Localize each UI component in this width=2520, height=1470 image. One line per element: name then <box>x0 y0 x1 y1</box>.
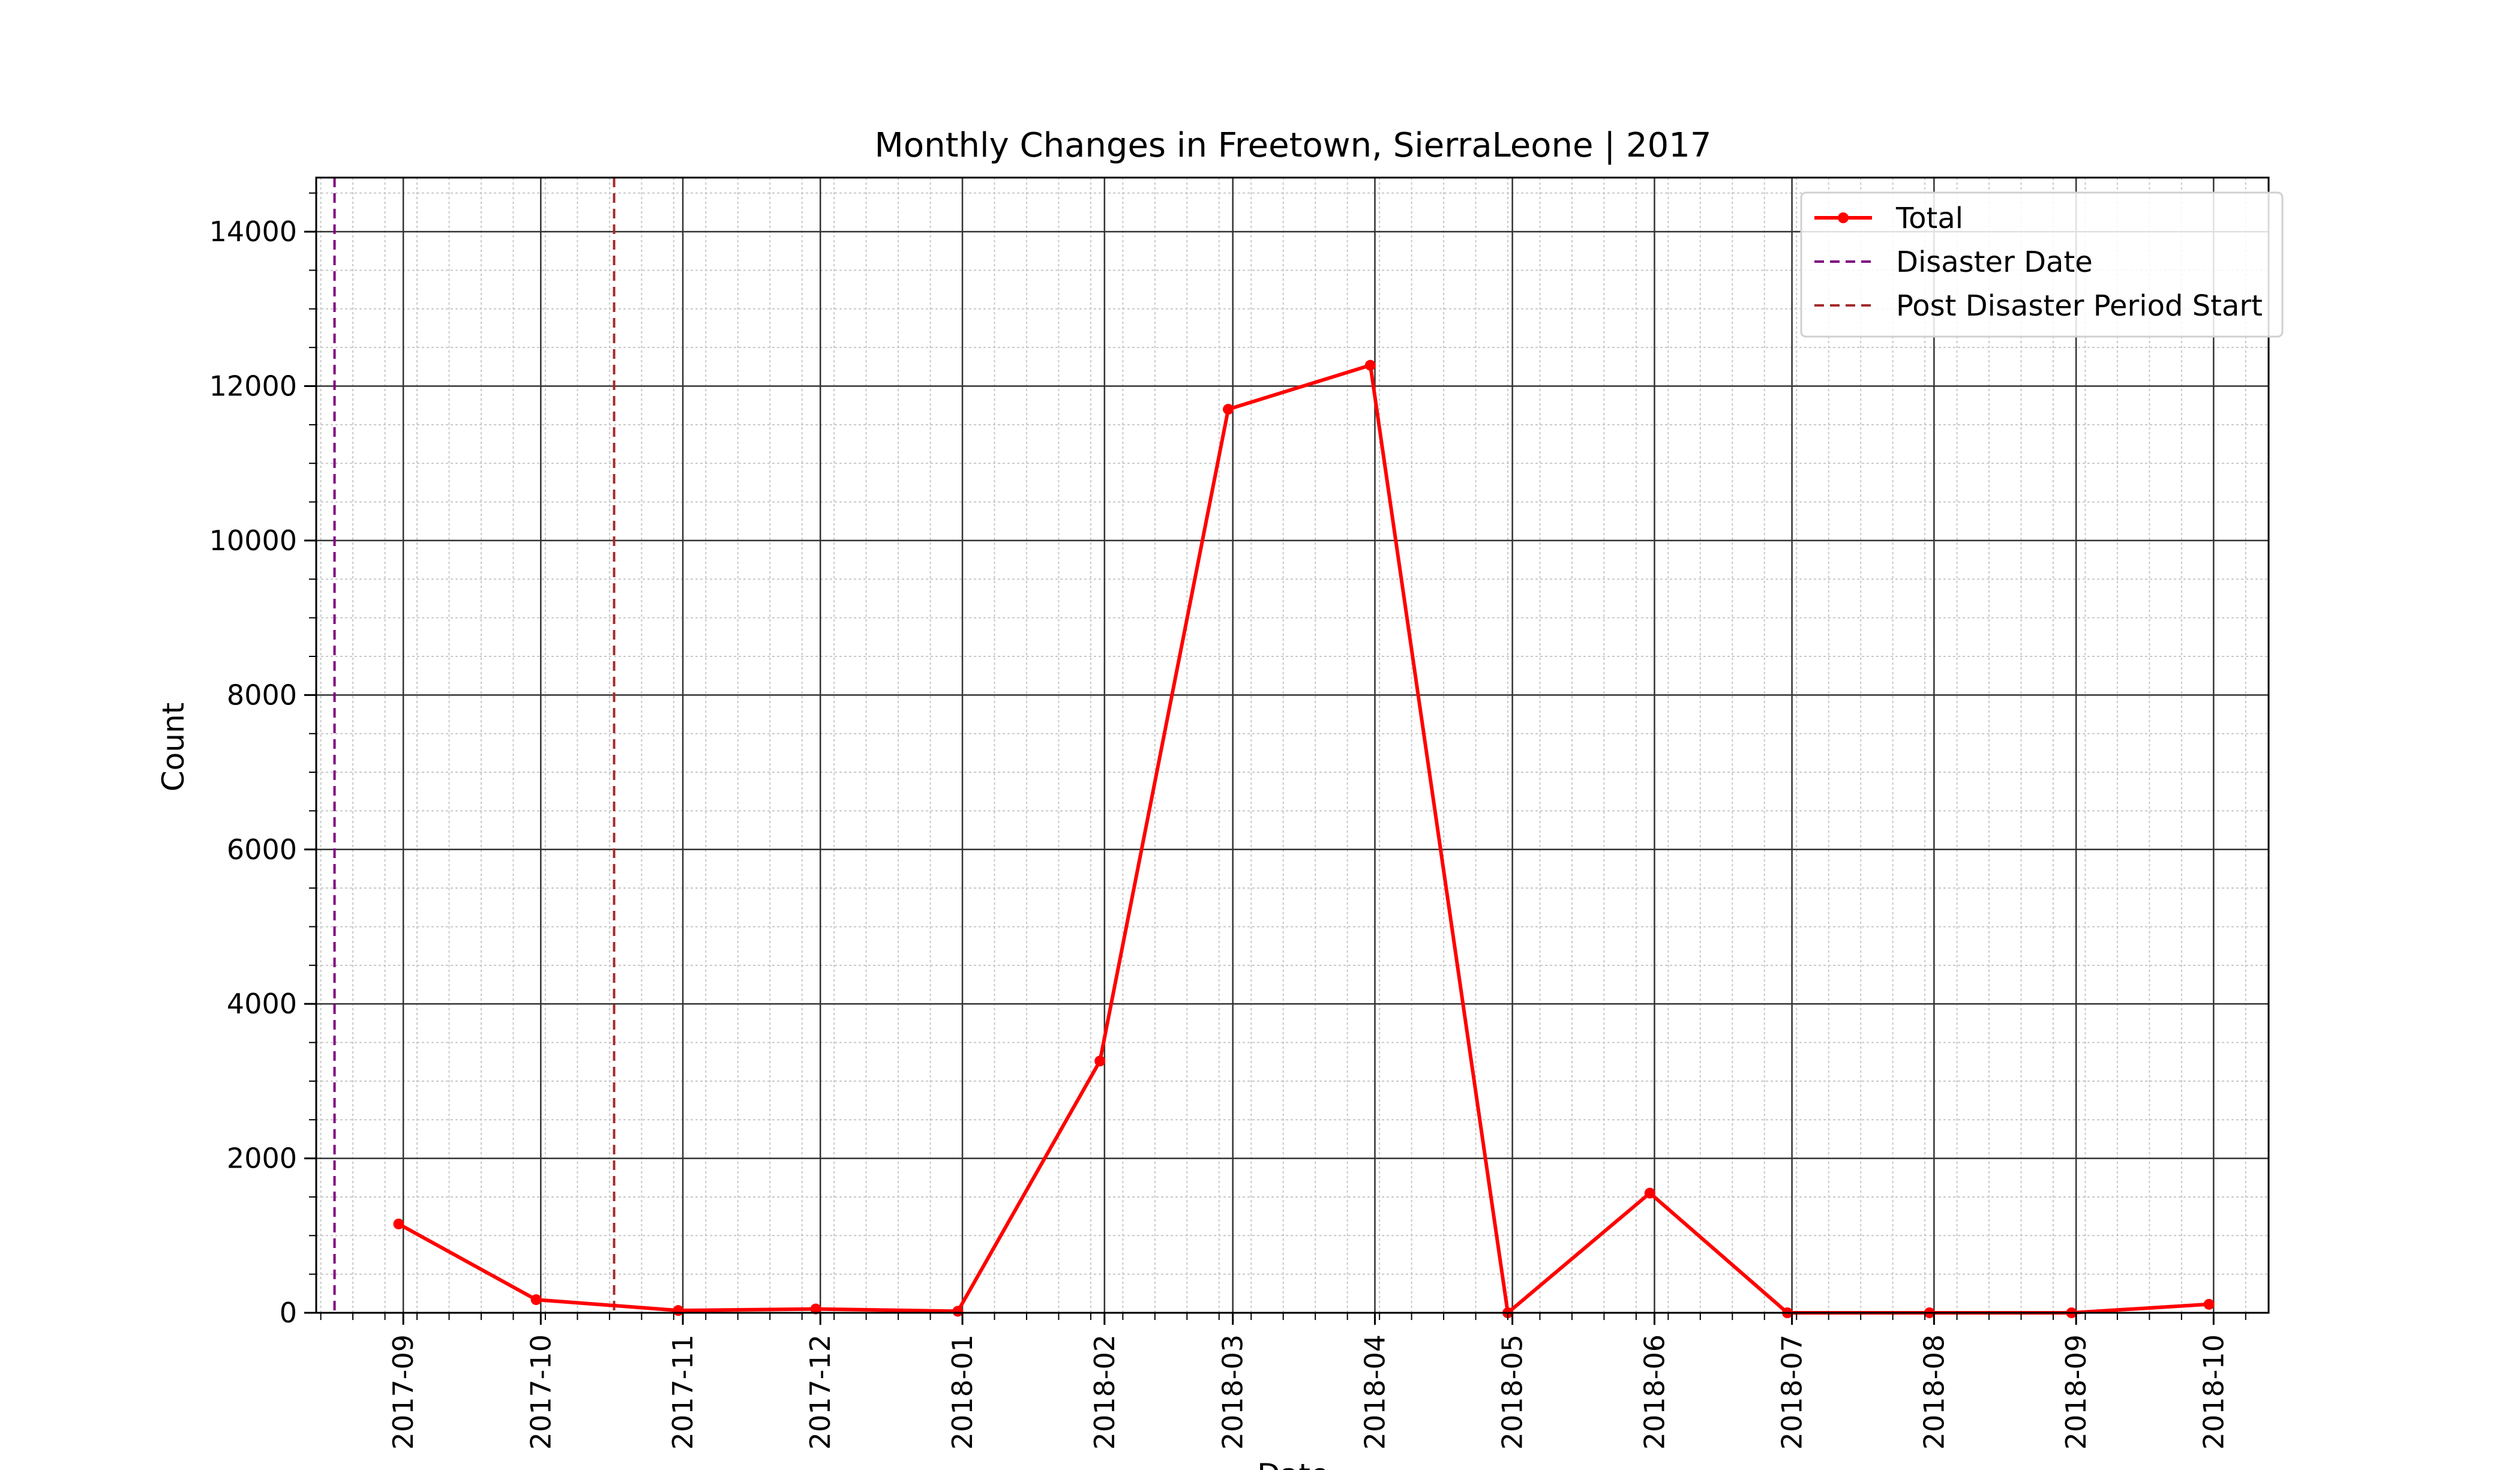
data-point <box>393 1218 404 1229</box>
x-tick-label: 2017-11 <box>667 1334 699 1450</box>
data-point <box>952 1306 964 1317</box>
x-tick-label: 2018-10 <box>2197 1334 2230 1450</box>
x-tick-label: 2017-09 <box>387 1334 419 1450</box>
y-tick-label: 8000 <box>227 679 297 711</box>
x-tick-label: 2017-12 <box>804 1334 836 1450</box>
y-tick-label: 6000 <box>227 833 297 866</box>
x-tick-label: 2017-10 <box>524 1334 557 1450</box>
y-tick-label: 12000 <box>209 370 297 403</box>
y-tick-label: 4000 <box>227 988 297 1020</box>
x-tick-label: 2018-07 <box>1776 1334 1808 1450</box>
data-point <box>1644 1187 1655 1199</box>
y-tick-label: 10000 <box>209 524 297 557</box>
x-tick-label: 2018-09 <box>2060 1334 2092 1450</box>
y-axis-label: Count <box>156 703 191 792</box>
plot-frame <box>315 176 2270 1314</box>
minor-grid <box>316 178 2269 1313</box>
y-tick-label: 2000 <box>227 1142 297 1175</box>
reference-lines <box>333 178 616 1313</box>
data-point <box>2203 1298 2215 1310</box>
x-tick-label: 2018-01 <box>946 1334 979 1450</box>
y-tick-label: 14000 <box>209 215 297 248</box>
y-tick-label: 0 <box>280 1297 297 1329</box>
data-point <box>530 1294 542 1306</box>
legend-label: Post Disaster Period Start <box>1896 289 2263 323</box>
major-grid <box>316 178 2269 1314</box>
axes: 2017-09 2017-10 2017-11 2017-12 2018-01 2018-… <box>209 192 2246 1450</box>
data-point <box>1364 359 1376 371</box>
legend-marker <box>1838 212 1849 223</box>
legend: Total Disaster Date Post Disaster Period S… <box>1800 191 2284 338</box>
x-tick-label: 2018-05 <box>1496 1334 1529 1450</box>
x-axis-label: Date <box>1257 1457 1329 1470</box>
x-tick-label: 2018-03 <box>1217 1334 1249 1450</box>
x-tick-label: 2018-08 <box>1918 1334 1950 1450</box>
x-tick-label: 2018-02 <box>1088 1334 1121 1450</box>
legend-label: Total <box>1895 202 1963 235</box>
legend-label: Disaster Date <box>1896 245 2093 279</box>
chart-title: Monthly Changes in Freetown, SierraLeone… <box>875 126 1712 165</box>
x-tick-label: 2018-06 <box>1638 1334 1670 1450</box>
legend-box <box>1800 191 2284 338</box>
data-point <box>810 1303 821 1315</box>
x-tick-label: 2018-04 <box>1358 1334 1391 1450</box>
data-point <box>1094 1055 1106 1067</box>
data-point <box>1223 404 1234 415</box>
